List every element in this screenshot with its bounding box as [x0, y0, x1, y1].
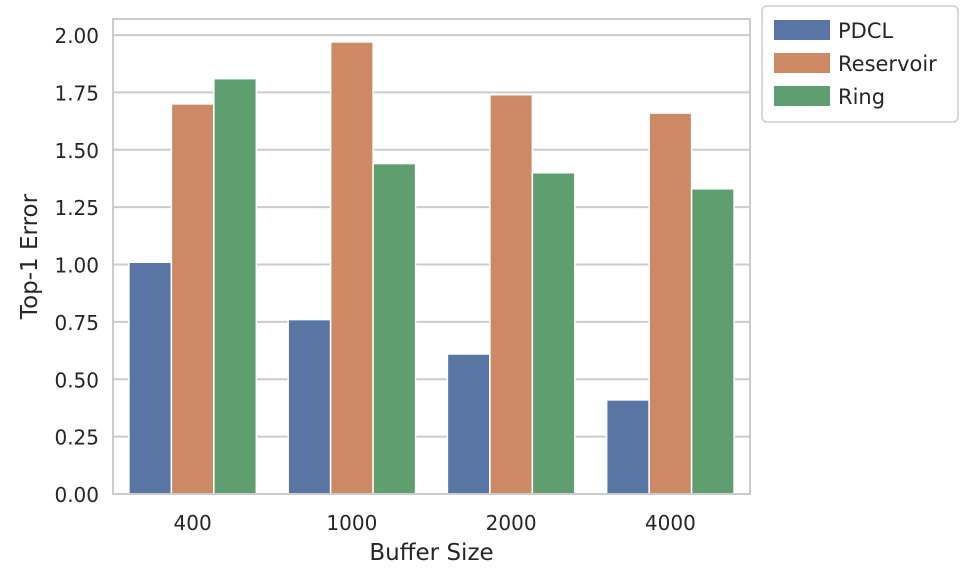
- legend-swatch-reservoir: [774, 53, 830, 73]
- y-axis-label: Top-1 Error: [17, 193, 43, 320]
- bar-reservoir-2000: [489, 93, 534, 495]
- bar-pdcl-4000: [605, 399, 650, 495]
- legend-label-reservoir: Reservoir: [838, 52, 937, 76]
- x-tick-label: 1000: [326, 511, 377, 535]
- y-tick-label: 0.50: [54, 368, 99, 392]
- x-tick-label: 2000: [486, 511, 537, 535]
- legend-items: PDCL Reservoir Ring: [774, 19, 937, 109]
- y-tick-labels: 0.00 0.25 0.50 0.75 1.00 1.25 1.50 1.75 2.00: [54, 24, 99, 507]
- bar-ring-4000: [690, 188, 735, 495]
- bar-pdcl-1000: [287, 318, 332, 495]
- bar-ring-2000: [531, 171, 576, 495]
- bar-ring-1000: [372, 162, 417, 495]
- bar-pdcl-2000: [446, 353, 491, 495]
- bar-pdcl-400: [128, 261, 173, 495]
- x-tick-labels: 400 1000 2000 4000: [174, 511, 696, 535]
- y-tick-label: 1.50: [54, 139, 99, 163]
- bar-reservoir-4000: [648, 112, 693, 495]
- bar-ring-400: [213, 77, 258, 495]
- bar-reservoir-1000: [329, 41, 374, 495]
- y-tick-label: 1.00: [54, 254, 99, 278]
- bars: [128, 41, 735, 495]
- y-tick-label: 2.00: [54, 24, 99, 48]
- legend-swatch-pdcl: [774, 20, 830, 40]
- y-tick-label: 0.75: [54, 311, 99, 335]
- x-tick-label: 400: [174, 511, 212, 535]
- legend: PDCL Reservoir Ring: [761, 5, 959, 123]
- y-tick-label: 1.25: [54, 196, 99, 220]
- legend-swatch-ring: [774, 86, 830, 106]
- bar-reservoir-400: [170, 103, 215, 495]
- legend-label-pdcl: PDCL: [838, 19, 893, 43]
- y-tick-label: 0.00: [54, 483, 99, 507]
- x-tick-label: 4000: [645, 511, 696, 535]
- y-tick-label: 0.25: [54, 426, 99, 450]
- legend-label-ring: Ring: [838, 85, 885, 109]
- y-tick-label: 1.75: [54, 81, 99, 105]
- plot-frame: [112, 18, 751, 495]
- x-axis-label: Buffer Size: [369, 540, 493, 566]
